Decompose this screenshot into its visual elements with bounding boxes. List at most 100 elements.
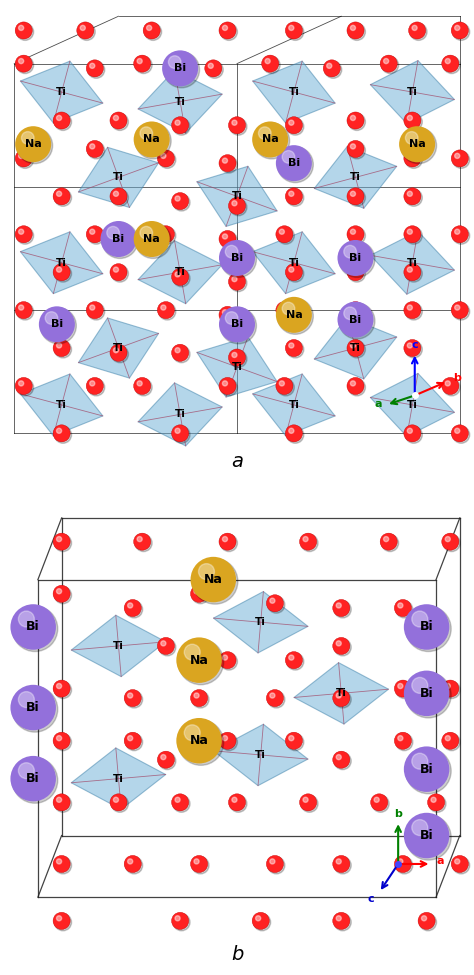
Circle shape [383,58,389,63]
Circle shape [333,751,350,768]
Text: Bi: Bi [420,686,433,700]
Circle shape [172,913,189,929]
Circle shape [285,651,302,669]
Circle shape [55,341,72,358]
Circle shape [445,58,450,63]
Circle shape [276,377,293,395]
Circle shape [168,56,181,68]
Polygon shape [213,724,308,786]
Circle shape [15,126,51,162]
Circle shape [192,857,209,874]
Circle shape [173,194,190,211]
Circle shape [287,23,304,40]
Text: Ti: Ti [289,257,299,268]
Circle shape [350,305,356,310]
Circle shape [18,25,24,30]
Circle shape [55,733,72,751]
Circle shape [55,587,72,604]
Circle shape [287,151,304,169]
Circle shape [451,855,468,873]
Circle shape [276,296,312,332]
Circle shape [159,227,176,244]
Circle shape [451,150,468,167]
Circle shape [219,533,236,550]
Circle shape [442,377,459,395]
Circle shape [126,733,143,751]
Circle shape [219,377,236,395]
Circle shape [374,798,379,802]
Circle shape [266,689,283,707]
Circle shape [254,123,290,159]
Text: Na: Na [143,234,160,244]
Circle shape [350,144,356,149]
Circle shape [270,693,275,698]
Circle shape [222,234,228,239]
Circle shape [17,128,53,164]
Circle shape [86,59,103,77]
Circle shape [348,113,365,131]
Circle shape [277,379,294,396]
Text: Na: Na [25,139,42,149]
Circle shape [347,140,364,158]
Circle shape [419,914,437,931]
Circle shape [10,756,56,801]
Circle shape [56,798,62,802]
Circle shape [336,755,341,760]
Circle shape [453,23,470,40]
Circle shape [285,339,302,357]
Circle shape [55,796,72,812]
Circle shape [289,120,294,125]
Polygon shape [253,61,335,123]
Circle shape [135,123,171,159]
Circle shape [263,57,280,73]
Polygon shape [20,232,103,293]
Circle shape [56,735,62,741]
Circle shape [348,141,365,159]
Circle shape [220,308,256,344]
Circle shape [232,120,237,125]
Text: Na: Na [190,734,209,747]
Circle shape [394,680,411,697]
Circle shape [398,683,403,688]
Circle shape [394,600,411,616]
Circle shape [445,536,450,542]
Text: Bi: Bi [27,620,40,634]
Circle shape [285,263,302,281]
Circle shape [56,859,62,864]
Circle shape [287,341,304,358]
Circle shape [279,381,284,386]
Circle shape [157,301,174,319]
Circle shape [270,598,275,604]
Circle shape [102,222,138,258]
Circle shape [220,156,237,174]
Circle shape [111,796,128,812]
Circle shape [333,600,350,616]
Circle shape [405,189,422,207]
Circle shape [276,226,293,243]
Circle shape [405,341,422,358]
Circle shape [178,640,224,684]
Circle shape [289,343,294,348]
Circle shape [333,638,350,654]
Circle shape [18,153,24,158]
Circle shape [90,381,95,386]
Circle shape [401,128,437,164]
Circle shape [347,226,364,243]
Circle shape [159,151,176,169]
Circle shape [45,312,58,325]
Circle shape [176,638,222,682]
Circle shape [405,113,422,131]
Circle shape [339,303,375,339]
Circle shape [412,754,428,769]
Circle shape [262,56,279,72]
Circle shape [175,272,180,277]
Circle shape [225,246,238,258]
Circle shape [111,113,128,131]
Circle shape [412,820,428,836]
Circle shape [371,794,388,811]
Circle shape [56,428,62,433]
Circle shape [12,686,58,732]
Circle shape [404,112,421,129]
Circle shape [443,534,460,552]
Circle shape [18,305,24,310]
